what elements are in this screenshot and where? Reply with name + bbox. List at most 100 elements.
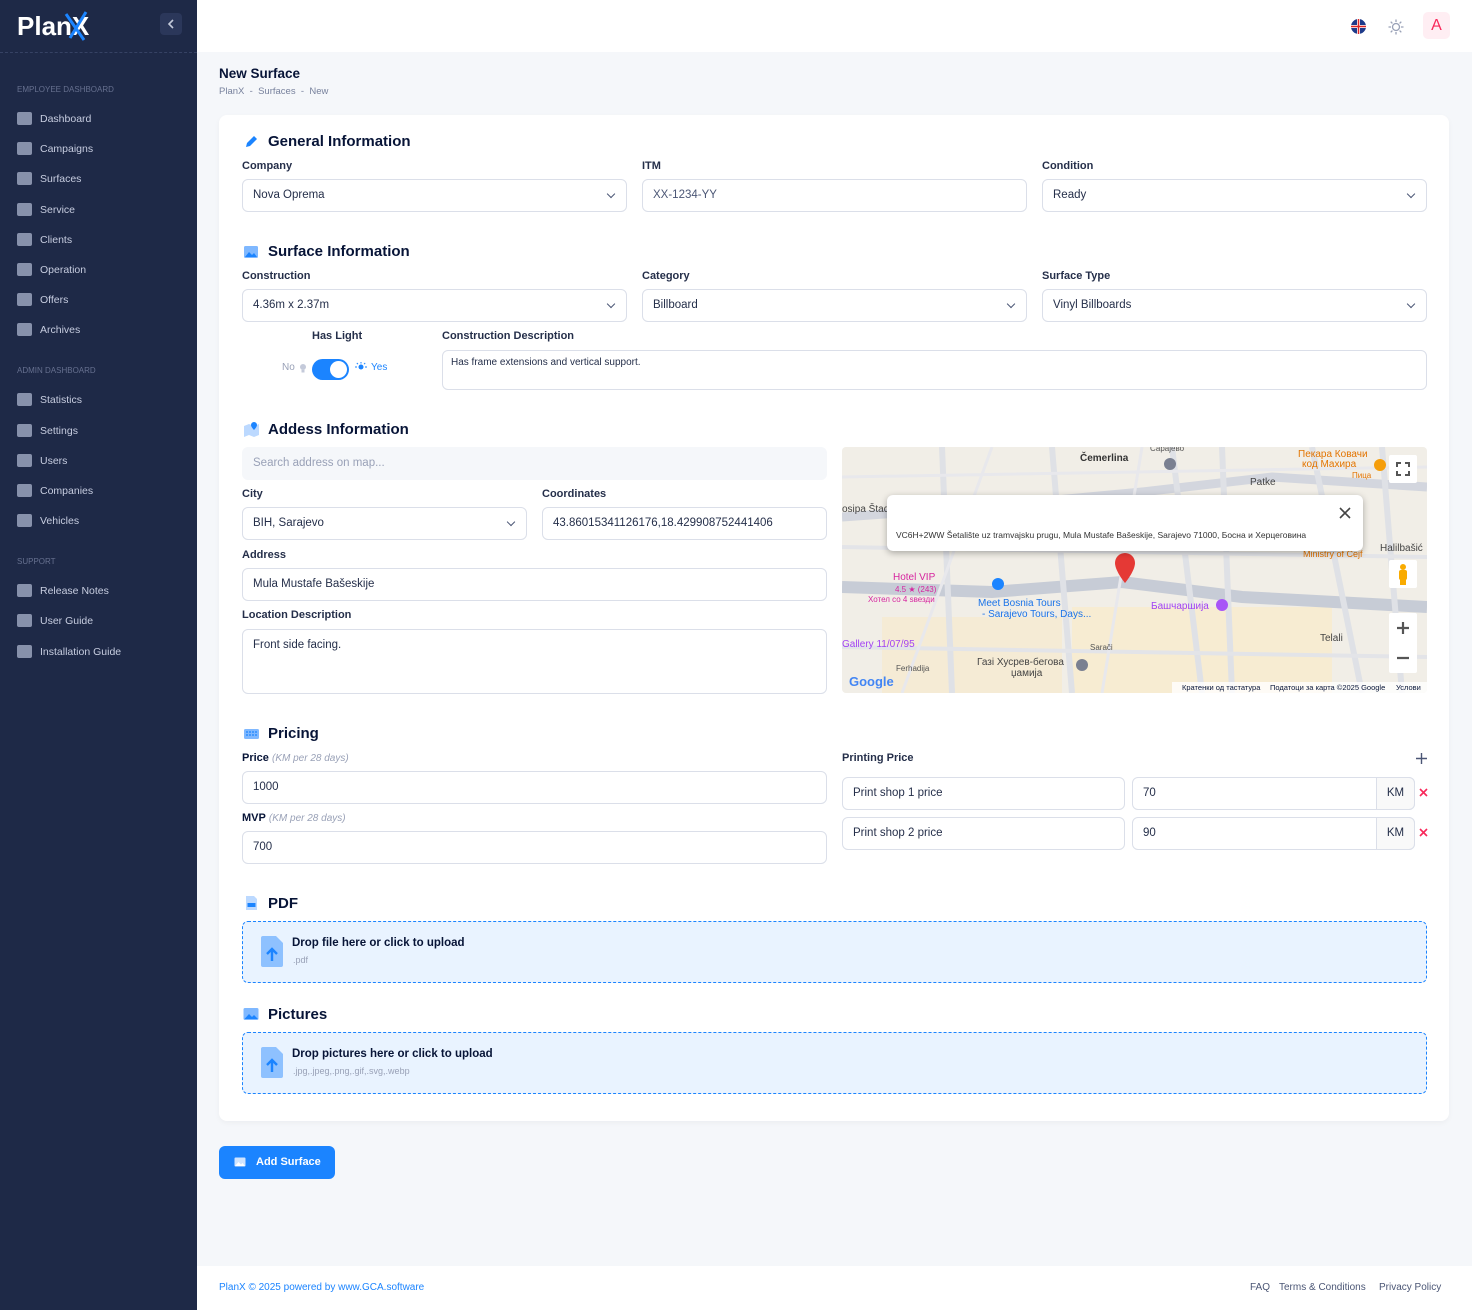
- toggle-on-label: Yes: [371, 362, 388, 373]
- upload-icon: [261, 936, 283, 967]
- map-label: Hotel VIP: [893, 572, 936, 583]
- sidebar-icon: [17, 514, 32, 528]
- map-footer-link[interactable]: Услови: [1396, 683, 1421, 692]
- footer-link[interactable]: Privacy Policy: [1379, 1282, 1442, 1293]
- map-zoom[interactable]: [1389, 613, 1417, 673]
- map-pegman[interactable]: [1389, 560, 1417, 588]
- print-shop-price[interactable]: 70: [1132, 777, 1415, 810]
- sidebar-link[interactable]: Offers: [40, 294, 69, 307]
- address-input[interactable]: Mula Mustafe Bašeskije: [242, 568, 827, 601]
- theme-toggle[interactable]: [1388, 19, 1404, 35]
- sidebar-link[interactable]: Archives: [40, 324, 81, 337]
- sidebar-icon: [17, 263, 32, 276]
- footer-link[interactable]: FAQ: [1250, 1282, 1271, 1293]
- print-shop-name[interactable]: Print shop 1 price: [842, 777, 1125, 810]
- dropzone-accept: .jpg,.jpeg,.png,.gif,.svg,.webp: [293, 1066, 410, 1076]
- pictures-dropzone[interactable]: Drop pictures here or click to upload .j…: [242, 1032, 1427, 1094]
- location-description[interactable]: Front side facing.: [242, 629, 827, 694]
- itm-input[interactable]: XX-1234-YY: [642, 179, 1027, 212]
- print-shop-name[interactable]: Print shop 2 price: [842, 817, 1125, 850]
- section-icon: [244, 422, 259, 437]
- sidebar-link[interactable]: User Guide: [40, 615, 94, 628]
- field-label: ITM: [642, 160, 661, 172]
- sidebar-icon: [17, 423, 32, 437]
- button-label: Add Surface: [256, 1156, 321, 1168]
- collapse-button[interactable]: [160, 13, 182, 35]
- footer-link[interactable]: Terms & Conditions: [1279, 1282, 1366, 1293]
- remove-row[interactable]: [1419, 788, 1428, 797]
- map-label: Patke: [1250, 477, 1276, 488]
- add-surface-button[interactable]: Add Surface: [219, 1146, 335, 1179]
- add-printing-price[interactable]: [1416, 753, 1427, 764]
- map-label: Башчаршија: [1151, 601, 1209, 612]
- map[interactable]: Čemerlina Patke Пекара Ковачи код Махира…: [842, 447, 1427, 693]
- sidebar: PlanX EMPLOYEE DASHBOARD Dashboard Campaig…: [0, 0, 197, 1310]
- map-label: код Махира: [1302, 459, 1357, 470]
- map-popup: VC6H+2WW Šetalište uz tramvajsku prugu, …: [887, 495, 1363, 551]
- price-unit: (KM per 28 days): [271, 753, 349, 764]
- logo-mark: [64, 11, 88, 41]
- section-title: General Information: [268, 133, 411, 150]
- map-fullscreen[interactable]: [1389, 455, 1417, 483]
- condition-select[interactable]: Ready: [1042, 179, 1427, 212]
- language-flag[interactable]: [1351, 19, 1366, 34]
- sidebar-section-title: SUPPORT: [17, 557, 56, 567]
- remove-row[interactable]: [1419, 828, 1428, 837]
- field-label: Company: [242, 160, 293, 172]
- sidebar-link[interactable]: Service: [40, 203, 76, 216]
- mvp-label: MVP: [242, 812, 266, 824]
- sidebar-link[interactable]: Statistics: [40, 394, 83, 407]
- print-shop-price[interactable]: 90: [1132, 817, 1415, 850]
- upload-icon: [261, 1047, 283, 1078]
- construction-description[interactable]: Has frame extensions and vertical suppor…: [442, 350, 1427, 390]
- sidebar-icon: [17, 323, 32, 337]
- sidebar-link[interactable]: Release Notes: [40, 585, 109, 598]
- sidebar-icon: [17, 202, 32, 216]
- coordinates-input[interactable]: 43.86015341126176,18.429908752441406: [542, 507, 827, 540]
- sidebar-link[interactable]: Operation: [40, 264, 87, 276]
- popup-close[interactable]: [1338, 506, 1352, 520]
- map-label: Čemerlina: [1080, 453, 1129, 464]
- sidebar-link[interactable]: Dashboard: [40, 113, 92, 125]
- breadcrumb-item[interactable]: PlanX: [219, 86, 245, 97]
- map-label: Telali: [1320, 633, 1343, 644]
- category-select[interactable]: Billboard: [642, 289, 1027, 322]
- company-select[interactable]: Nova Oprema: [242, 179, 627, 212]
- price-input[interactable]: 1000: [242, 771, 827, 804]
- map-label: Пекара Ковачи: [1298, 449, 1368, 460]
- sidebar-link[interactable]: Installation Guide: [40, 645, 122, 658]
- city-select[interactable]: BIH, Sarajevo: [242, 507, 527, 540]
- address-search[interactable]: Search address on map...: [242, 447, 827, 480]
- light-toggle[interactable]: [312, 359, 349, 380]
- sidebar-link[interactable]: Campaigns: [40, 143, 94, 156]
- construction-select[interactable]: 4.36m x 2.37m: [242, 289, 627, 322]
- map-label: 4.5 ★ (243): [895, 585, 937, 594]
- footer-copyright[interactable]: PlanX © 2025 powered by www.GCA.software: [219, 1282, 425, 1293]
- sidebar-link[interactable]: Clients: [40, 233, 73, 246]
- map-label: Ferhadija: [896, 664, 930, 673]
- map-footer-link[interactable]: Кратенки од тастатура: [1182, 683, 1261, 692]
- surface-type-select[interactable]: Vinyl Billboards: [1042, 289, 1427, 322]
- sidebar-icon: [17, 484, 32, 497]
- pdf-dropzone[interactable]: Drop file here or click to upload .pdf: [242, 921, 1427, 983]
- sidebar-link[interactable]: Users: [40, 454, 68, 467]
- field-label: Condition: [1042, 160, 1094, 172]
- field-label: City: [242, 488, 263, 500]
- sidebar-link[interactable]: Vehicles: [40, 515, 80, 528]
- sidebar-link[interactable]: Settings: [40, 424, 78, 437]
- user-avatar[interactable]: A: [1423, 12, 1450, 39]
- map-label: Хотел со 4 ѕвезди: [868, 595, 935, 604]
- sidebar-link[interactable]: Companies: [40, 485, 94, 497]
- mvp-input[interactable]: 700: [242, 831, 827, 864]
- dropzone-accept: .pdf: [293, 955, 309, 965]
- sidebar-link[interactable]: Surfaces: [40, 173, 82, 186]
- top-header: A: [197, 0, 1472, 52]
- sidebar-icon: [17, 614, 32, 628]
- map-logo: Google: [849, 674, 894, 689]
- map-footer: Кратенки од тастатура Податоци за карта …: [1172, 682, 1427, 693]
- section-icon: [244, 729, 259, 739]
- breadcrumb-item[interactable]: Surfaces: [258, 86, 296, 97]
- map-label: Meet Bosnia Tours: [978, 598, 1061, 609]
- section-title: Pictures: [268, 1006, 328, 1023]
